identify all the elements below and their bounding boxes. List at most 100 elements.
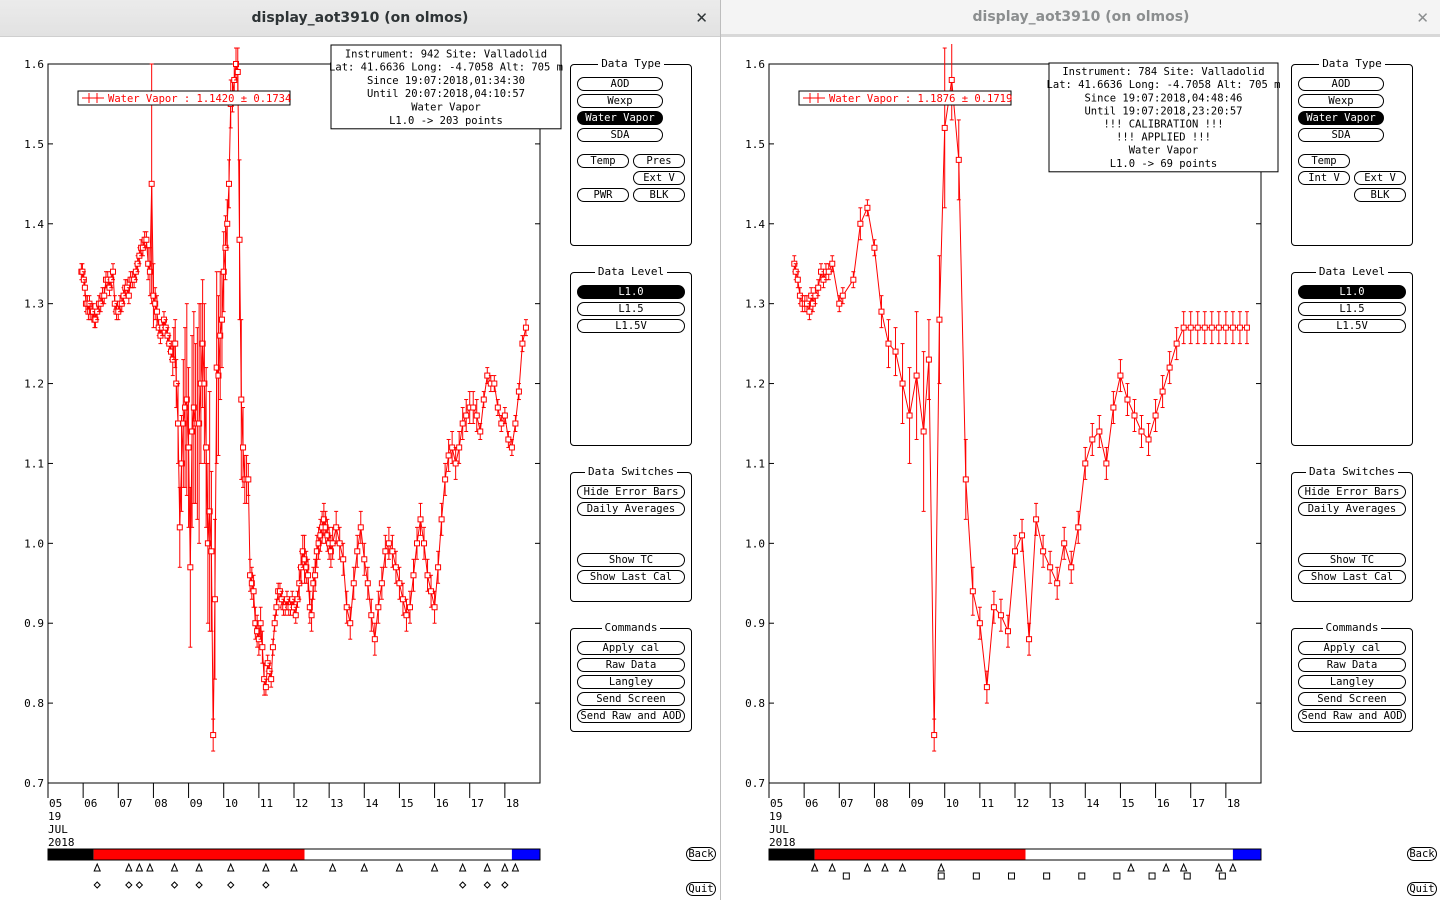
diamond-marker: [195, 881, 203, 889]
panel-commands: Commands Apply cal Raw Data Langley Send Scr…: [570, 621, 692, 732]
square-marker: [1078, 872, 1086, 880]
show-tc-button[interactable]: Show TC: [577, 553, 685, 567]
x-tick-label: 18: [506, 797, 519, 810]
datatype-button-pwr[interactable]: PWR: [577, 188, 629, 202]
info-line: Lat: 41.6636 Long: -4.7058 Alt: 705 m: [329, 62, 563, 74]
triangle-marker: [1162, 862, 1170, 872]
datalevel-button-l1-5v[interactable]: L1.5V: [1298, 319, 1406, 333]
hide-error-bars-button[interactable]: Hide Error Bars: [577, 485, 685, 499]
series-group: [78, 47, 529, 752]
daylight-segment: [304, 849, 512, 860]
datatype-button-wexp[interactable]: Wexp: [577, 94, 663, 108]
series-group: [791, 44, 1250, 752]
datalevel-button-l1-0[interactable]: L1.0: [577, 285, 685, 299]
data-point: [213, 364, 220, 371]
data-point: [990, 604, 997, 611]
panel-title: Data Level: [1292, 265, 1412, 279]
langley-button[interactable]: Langley: [577, 675, 685, 689]
square-marker: [937, 872, 945, 880]
info-line: Lat: 41.6636 Long: -4.7058 Alt: 705 m: [1047, 79, 1281, 91]
window-titlebar[interactable]: display_aot3910 (on olmos) ✕: [721, 0, 1440, 37]
x-tick-label: 09: [911, 797, 924, 810]
daily-averages-button[interactable]: Daily Averages: [577, 502, 685, 516]
data-point: [371, 636, 378, 643]
data-point: [225, 180, 232, 187]
close-icon[interactable]: ✕: [695, 9, 708, 27]
datalevel-button-l1-5[interactable]: L1.5: [1298, 302, 1406, 316]
datatype-button-blk[interactable]: BLK: [1354, 188, 1406, 202]
data-point: [1159, 388, 1166, 395]
datatype-button-water-vapor[interactable]: Water Vapor: [577, 111, 663, 125]
apply-cal-button[interactable]: Apply cal: [1298, 641, 1406, 655]
datalevel-button-l1-5[interactable]: L1.5: [577, 302, 685, 316]
datalevel-button-l1-5v[interactable]: L1.5V: [577, 319, 685, 333]
data-point: [210, 732, 217, 739]
send-screen-button[interactable]: Send Screen: [1298, 692, 1406, 706]
panel-title: Data Switches: [1292, 465, 1412, 479]
data-point: [199, 340, 206, 347]
square-marker: [842, 872, 850, 880]
x-tick-label: 07: [119, 797, 132, 810]
data-point: [515, 388, 522, 395]
triangle-marker: [328, 862, 337, 872]
datatype-button-water-vapor[interactable]: Water Vapor: [1298, 111, 1384, 125]
window-titlebar[interactable]: display_aot3910 (on olmos) ✕: [0, 0, 720, 37]
data-point: [435, 564, 442, 571]
data-point: [254, 628, 261, 635]
daylight-bar-frame: [47, 848, 541, 861]
datatype-button-ext-v[interactable]: Ext V: [633, 171, 685, 185]
quit-button[interactable]: Quit: [686, 882, 716, 896]
datatype-button-sda[interactable]: SDA: [1298, 128, 1384, 142]
y-tick-label: 1.5: [745, 138, 765, 151]
show-last-cal-button[interactable]: Show Last Cal: [1298, 570, 1406, 584]
triangle-marker: [430, 862, 439, 872]
close-icon[interactable]: ✕: [1416, 9, 1429, 27]
info-line: Since 19:07:2018,01:34:30: [367, 75, 525, 87]
panel-title-text: Data Level: [594, 265, 668, 278]
show-tc-button[interactable]: Show TC: [1298, 553, 1406, 567]
datatype-button-temp[interactable]: Temp: [577, 154, 629, 168]
send-raw-and-aod-button[interactable]: Send Raw and AOD: [1298, 709, 1406, 723]
show-last-cal-button[interactable]: Show Last Cal: [577, 570, 685, 584]
panel-data-switches: Data Switches Hide Error Bars Daily Averag…: [570, 465, 692, 602]
datatype-button-int-v[interactable]: Int V: [1298, 171, 1350, 185]
data-point: [306, 604, 313, 611]
daily-averages-button[interactable]: Daily Averages: [1298, 502, 1406, 516]
window-right: display_aot3910 (on olmos) ✕ 0.7 0.8 0.9 1.…: [720, 0, 1440, 900]
data-point: [1004, 628, 1011, 635]
send-screen-button[interactable]: Send Screen: [577, 692, 685, 706]
panel-title-text: Commands: [1322, 621, 1382, 634]
datalevel-button-l1-0[interactable]: L1.0: [1298, 285, 1406, 299]
datatype-button-aod[interactable]: AOD: [577, 77, 663, 91]
data-point: [257, 620, 264, 627]
data-point: [178, 460, 185, 467]
data-point: [269, 644, 276, 651]
square-marker: [1148, 872, 1156, 880]
langley-button[interactable]: Langley: [1298, 675, 1406, 689]
send-raw-and-aod-button[interactable]: Send Raw and AOD: [577, 709, 685, 723]
data-point: [1110, 404, 1117, 411]
quit-button[interactable]: Quit: [1407, 882, 1437, 896]
datatype-button-pres[interactable]: Pres: [633, 154, 685, 168]
x-tick-label: 07: [840, 797, 853, 810]
datatype-button-wexp[interactable]: Wexp: [1298, 94, 1384, 108]
back-button[interactable]: Back: [686, 847, 716, 861]
triangle-marker: [93, 862, 101, 872]
diamond-marker: [501, 881, 509, 889]
back-button[interactable]: Back: [1407, 847, 1437, 861]
data-point: [470, 404, 477, 411]
datatype-button-aod[interactable]: AOD: [1298, 77, 1384, 91]
apply-cal-button[interactable]: Apply cal: [577, 641, 685, 655]
datatype-button-temp[interactable]: Temp: [1298, 154, 1350, 168]
data-point: [494, 404, 501, 411]
triangle-marker: [863, 862, 872, 872]
datatype-button-blk[interactable]: BLK: [633, 188, 685, 202]
raw-data-button[interactable]: Raw Data: [577, 658, 685, 672]
triangle-marker: [483, 862, 492, 872]
hide-error-bars-button[interactable]: Hide Error Bars: [1298, 485, 1406, 499]
datatype-button-ext-v[interactable]: Ext V: [1354, 171, 1406, 185]
datatype-button-sda[interactable]: SDA: [577, 128, 663, 142]
data-point: [248, 580, 255, 587]
date-label: 2018: [769, 836, 796, 849]
raw-data-button[interactable]: Raw Data: [1298, 658, 1406, 672]
